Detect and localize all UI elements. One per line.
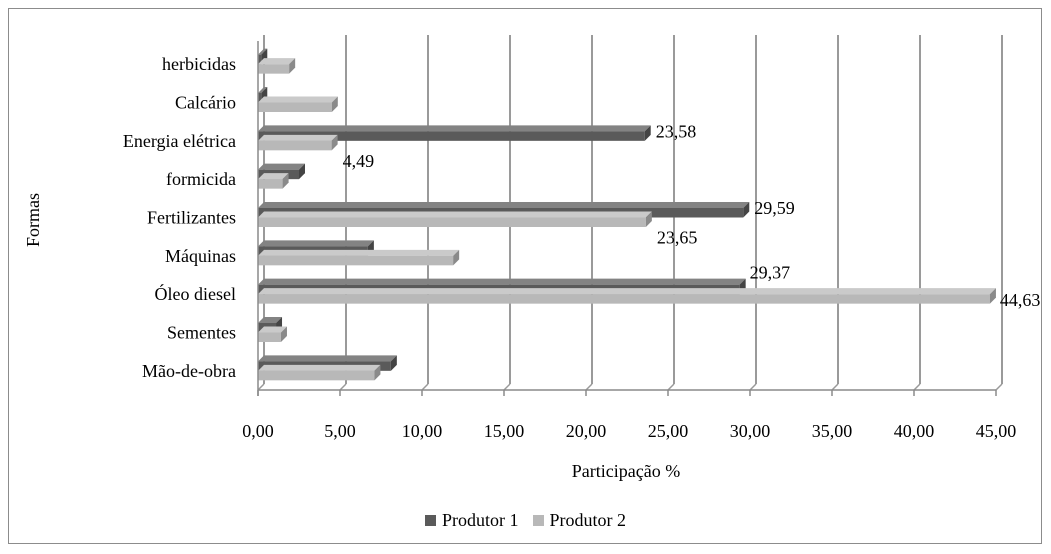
bar-oleo-diesel-produtor-2-top: [258, 288, 996, 295]
bar-energia-eletrica-produtor-2: [258, 140, 332, 151]
gridline-depth: [257, 383, 265, 391]
bar-oleo-diesel-produtor-1-top: [258, 278, 746, 285]
bar-herbicidas-produtor-1: [258, 54, 262, 65]
gridline-depth: [339, 383, 347, 391]
y-axis-title: Formas: [23, 193, 43, 247]
x-tick-label-5: 25,00: [648, 421, 689, 441]
bar-calcario-produtor-2: [258, 102, 332, 112]
y-tick-label-oleo-diesel: Óleo diesel: [155, 283, 236, 304]
bar-herbicidas-produtor-1-top: [258, 48, 268, 55]
y-tick-label-calcario: Calcário: [175, 93, 236, 113]
bar-oleo-diesel-produtor-2-end: [989, 288, 996, 304]
bar-formicida-produtor-2-top: [258, 173, 289, 180]
bar-fertilizantes-produtor-1-end: [743, 202, 750, 218]
x-tick-label-3: 15,00: [484, 421, 525, 441]
gridline-depth: [831, 383, 839, 391]
bar-mao-de-obra-produtor-2-top: [258, 364, 381, 371]
bar-sementes-produtor-2-end: [280, 326, 287, 342]
bar-maquinas-produtor-1-top: [258, 240, 374, 247]
bar-fertilizantes-produtor-2-top: [258, 211, 652, 218]
x-tick-label-7: 35,00: [812, 421, 853, 441]
y-tick-label-mao-de-obra: Mão-de-obra: [142, 361, 236, 381]
legend-label-produtor-1: Produtor 1: [442, 510, 519, 530]
x-axis-title: Participação %: [572, 461, 680, 481]
gridline-depth: [995, 383, 1003, 391]
bar-fertilizantes-produtor-2: [258, 217, 646, 227]
legend-swatch-produtor-2: [532, 515, 544, 526]
bar-energia-eletrica-produtor-1-top: [258, 125, 651, 132]
gridline-depth: [913, 383, 921, 391]
gridline-depth: [421, 383, 429, 391]
data-label-energia-eletrica-produtor-2: 4,49: [343, 151, 375, 171]
legend-item-produtor-2: Produtor 2: [532, 510, 627, 531]
bar-calcario-produtor-1: [258, 93, 262, 103]
bar-sementes-produtor-2-top: [258, 326, 287, 333]
x-tick-label-1: 5,00: [324, 421, 356, 441]
bar-herbicidas-produtor-2-top: [258, 58, 296, 65]
legend-label-produtor-2: Produtor 2: [549, 510, 627, 530]
bar-formicida-produtor-1-end: [299, 163, 305, 180]
gridline-depth: [503, 383, 511, 391]
bar-energia-eletrica-produtor-1: [258, 131, 645, 141]
legend-swatch-produtor-1: [425, 515, 436, 526]
bar-herbicidas-produtor-2: [258, 64, 290, 74]
bar-sementes-produtor-1-top: [258, 317, 283, 323]
data-label-fertilizantes-produtor-1: 29,59: [754, 198, 795, 218]
bar-formicida-produtor-2-end: [282, 173, 289, 189]
bar-fertilizantes-produtor-2-end: [645, 211, 652, 227]
legend-item-produtor-1: Produtor 1: [425, 510, 519, 531]
data-label-oleo-diesel-produtor-1: 29,37: [750, 263, 791, 283]
x-tick-label-0: 0,00: [242, 421, 274, 441]
x-tick-label-9: 45,00: [976, 421, 1017, 441]
data-label-oleo-diesel-produtor-2: 44,63: [1000, 290, 1041, 310]
gridline-depth: [585, 383, 593, 391]
data-label-fertilizantes-produtor-2: 23,65: [657, 228, 698, 248]
bar-mao-de-obra-produtor-2-end: [374, 364, 381, 381]
y-tick-label-herbicidas: herbicidas: [162, 54, 236, 74]
legend: Produtor 1 Produtor 2: [0, 510, 1051, 531]
y-tick-label-sementes: Sementes: [167, 323, 236, 343]
chart-frame: [8, 8, 1042, 544]
bar-maquinas-produtor-2-end: [453, 249, 460, 266]
x-tick-label-2: 10,00: [402, 421, 443, 441]
y-tick-label-maquinas: Máquinas: [165, 246, 236, 266]
bar-oleo-diesel-produtor-2: [258, 294, 990, 304]
bar-fertilizantes-produtor-1-top: [258, 202, 750, 208]
bar-mao-de-obra-produtor-2: [258, 370, 375, 381]
bar-energia-eletrica-produtor-1-end: [644, 125, 651, 141]
gridline-depth: [749, 383, 757, 391]
bar-energia-eletrica-produtor-2-top: [258, 134, 338, 141]
bar-calcario-produtor-1-top: [258, 87, 268, 93]
bar-calcario-produtor-2-end: [331, 96, 338, 112]
bar-maquinas-produtor-2-top: [258, 249, 460, 256]
bars: [258, 48, 996, 381]
x-tick-label-4: 20,00: [566, 421, 607, 441]
bar-mao-de-obra-produtor-1-end: [390, 355, 397, 371]
data-labels: 23,58 4,49 29,59 23,65 29,37 44,63: [343, 121, 1041, 310]
data-label-energia-eletrica-produtor-1: 23,58: [656, 121, 697, 141]
bar-formicida-produtor-1-top: [258, 163, 305, 170]
y-tick-label-formicida: formicida: [166, 169, 236, 189]
bar-herbicidas-produtor-2-end: [289, 58, 296, 74]
bar-sementes-produtor-2: [258, 332, 281, 342]
bar-formicida-produtor-2: [258, 179, 283, 189]
bar-mao-de-obra-produtor-1-top: [258, 355, 397, 362]
bar-calcario-produtor-2-top: [258, 96, 338, 103]
y-tick-label-fertilizantes: Fertilizantes: [147, 208, 236, 228]
x-tick-label-6: 30,00: [730, 421, 771, 441]
bar-maquinas-produtor-2: [258, 255, 454, 266]
gridline-depth: [667, 383, 675, 391]
y-tick-label-energia-eletrica: Energia elétrica: [123, 131, 236, 151]
bar-energia-eletrica-produtor-2-end: [331, 134, 338, 151]
x-tick-label-8: 40,00: [894, 421, 935, 441]
axes: Mão-de-obra Sementes Óleo diesel Máquinas Fe…: [123, 41, 1016, 441]
